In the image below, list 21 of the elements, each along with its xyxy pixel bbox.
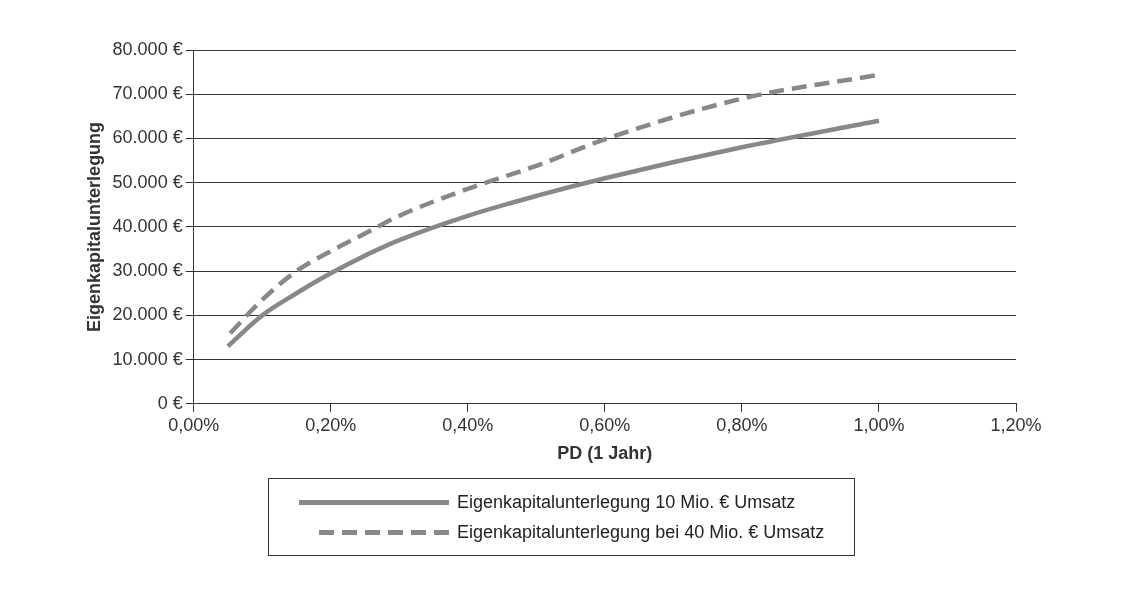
x-axis-title: PD (1 Jahr) [557,443,653,464]
y-tick-label: 40.000 € [112,215,183,236]
y-tick-label: 30.000 € [112,260,183,281]
y-tick-label: 70.000 € [112,83,183,104]
x-tick-label: 0,60% [579,414,631,435]
x-tick-label: 0,00% [168,414,220,435]
y-tick-label: 60.000 € [112,127,183,148]
y-axis-title: Eigenkapitalunterlegung [83,121,104,332]
x-tick-label: 1,00% [853,414,905,435]
legend-label: Eigenkapitalunterlegung bei 40 Mio. € Umsatz [457,521,825,543]
x-tick-label: 0,40% [442,414,494,435]
y-tick-label: 0 € [157,392,183,413]
y-tick-label: 50.000 € [112,171,183,192]
y-tick-label: 80.000 € [112,38,183,59]
y-tick-label: 10.000 € [112,348,183,369]
y-tick-label: 20.000 € [112,304,183,325]
legend-label: Eigenkapitalunterlegung 10 Mio. € Umsatz [457,491,796,513]
line-series [225,118,882,349]
x-tick-label: 0,80% [716,414,768,435]
x-tick-label: 1,20% [990,414,1042,435]
x-tick-label: 0,20% [305,414,357,435]
